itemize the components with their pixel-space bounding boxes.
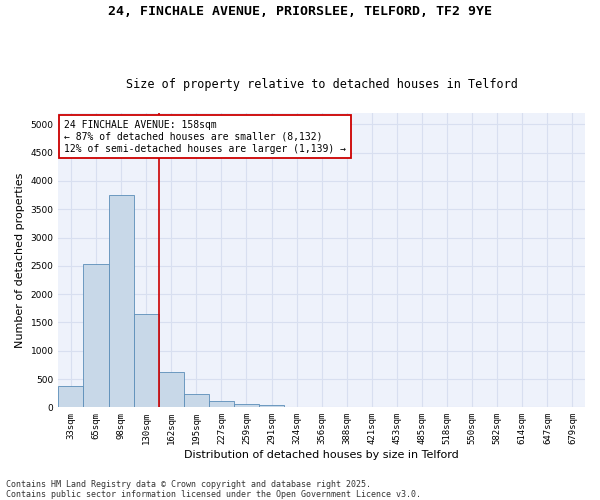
Text: 24 FINCHALE AVENUE: 158sqm
← 87% of detached houses are smaller (8,132)
12% of s: 24 FINCHALE AVENUE: 158sqm ← 87% of deta… <box>64 120 346 154</box>
Bar <box>159 372 184 408</box>
Bar <box>134 314 159 408</box>
Bar <box>209 401 234 407</box>
Text: Contains HM Land Registry data © Crown copyright and database right 2025.
Contai: Contains HM Land Registry data © Crown c… <box>6 480 421 499</box>
Bar <box>234 404 259 407</box>
Y-axis label: Number of detached properties: Number of detached properties <box>15 172 25 348</box>
Bar <box>184 394 209 407</box>
Bar <box>109 195 134 408</box>
Bar <box>83 264 109 408</box>
Bar <box>284 407 309 408</box>
Text: 24, FINCHALE AVENUE, PRIORSLEE, TELFORD, TF2 9YE: 24, FINCHALE AVENUE, PRIORSLEE, TELFORD,… <box>108 5 492 18</box>
X-axis label: Distribution of detached houses by size in Telford: Distribution of detached houses by size … <box>184 450 459 460</box>
Bar <box>259 406 284 407</box>
Bar <box>58 386 83 407</box>
Title: Size of property relative to detached houses in Telford: Size of property relative to detached ho… <box>126 78 518 91</box>
